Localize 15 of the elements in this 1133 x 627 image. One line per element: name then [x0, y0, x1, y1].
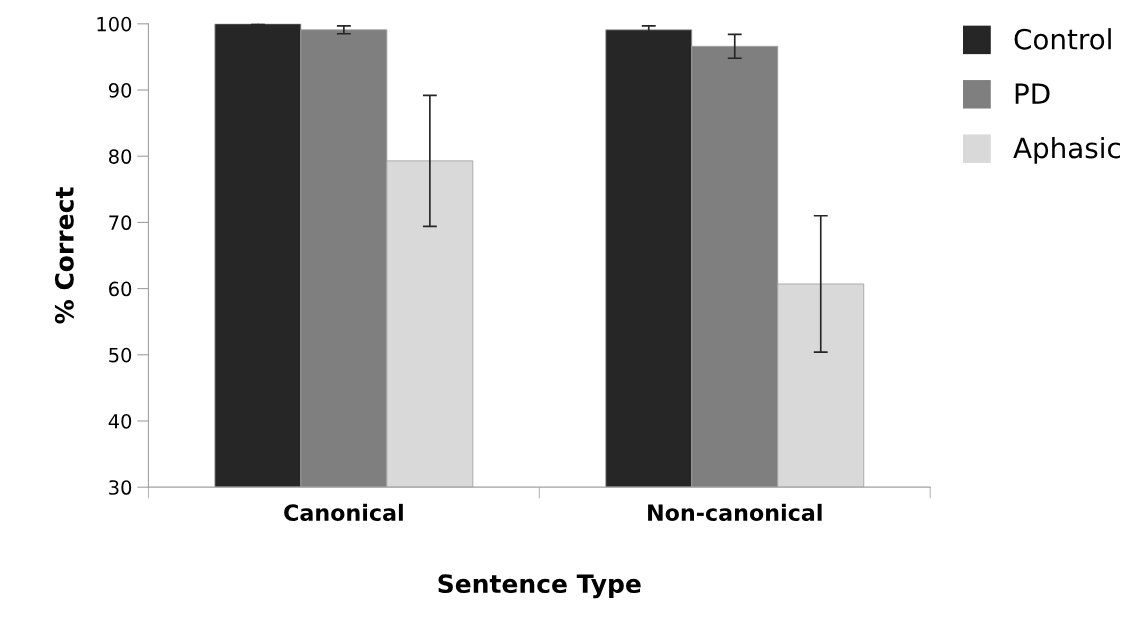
x-tick-label: Non-canonical	[648, 503, 822, 522]
y-tick-label: 100	[97, 16, 132, 32]
legend-label: Control	[1014, 28, 1111, 50]
y-tick-label: 50	[109, 347, 132, 363]
legend-label: PD	[1015, 83, 1050, 104]
y-axis-title: % Correct	[54, 187, 74, 324]
y-tick-label: 80	[109, 149, 132, 164]
y-tick-label: 90	[108, 82, 132, 98]
x-axis-title: Sentence Type	[438, 574, 641, 599]
y-tick-label: 30	[109, 480, 132, 495]
y-tick-label: 70	[109, 215, 132, 231]
legend-label: Aphasic	[1013, 136, 1121, 164]
y-tick-label: 60	[109, 281, 132, 297]
y-tick-label: 40	[108, 413, 132, 429]
x-tick-label: Canonical	[284, 503, 403, 522]
